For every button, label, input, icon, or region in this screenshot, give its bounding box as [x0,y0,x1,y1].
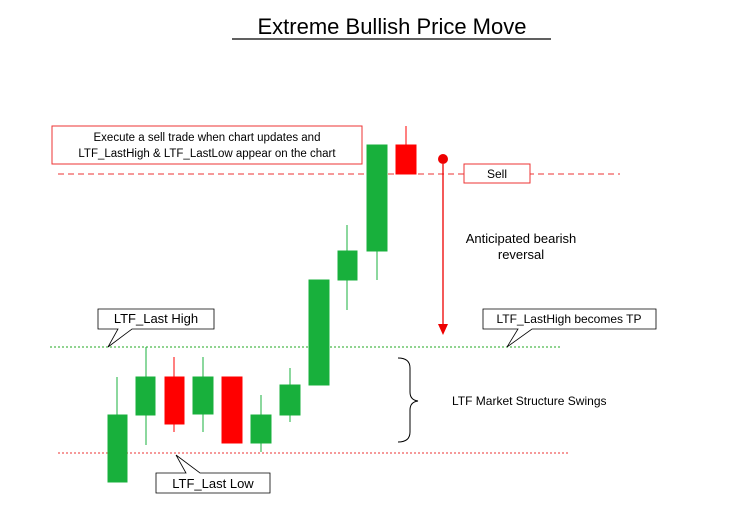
last-low-label: LTF_Last Low [172,476,254,491]
sell-box [463,163,531,184]
instruction-line: Execute a sell trade when chart updates … [94,132,321,144]
sell-label: Sell [487,167,507,181]
instruction-box [51,125,363,165]
arrow-head [438,324,448,335]
sell-dot [438,154,448,164]
title: Extreme Bullish Price Move [258,14,527,39]
tp-label: LTF_LastHigh becomes TP [497,312,642,326]
reversal-label: Anticipated bearish [466,231,577,246]
tp-callout [482,308,657,348]
reversal-label: reversal [498,247,544,262]
last-high-label: LTF_Last High [114,311,198,326]
swings-label: LTF Market Structure Swings [452,394,607,408]
brace [397,357,419,443]
last-low-callout [155,454,271,494]
last-high-callout [97,308,215,348]
instruction-line: LTF_LastHigh & LTF_LastLow appear on the… [78,148,336,160]
candles [107,126,417,483]
